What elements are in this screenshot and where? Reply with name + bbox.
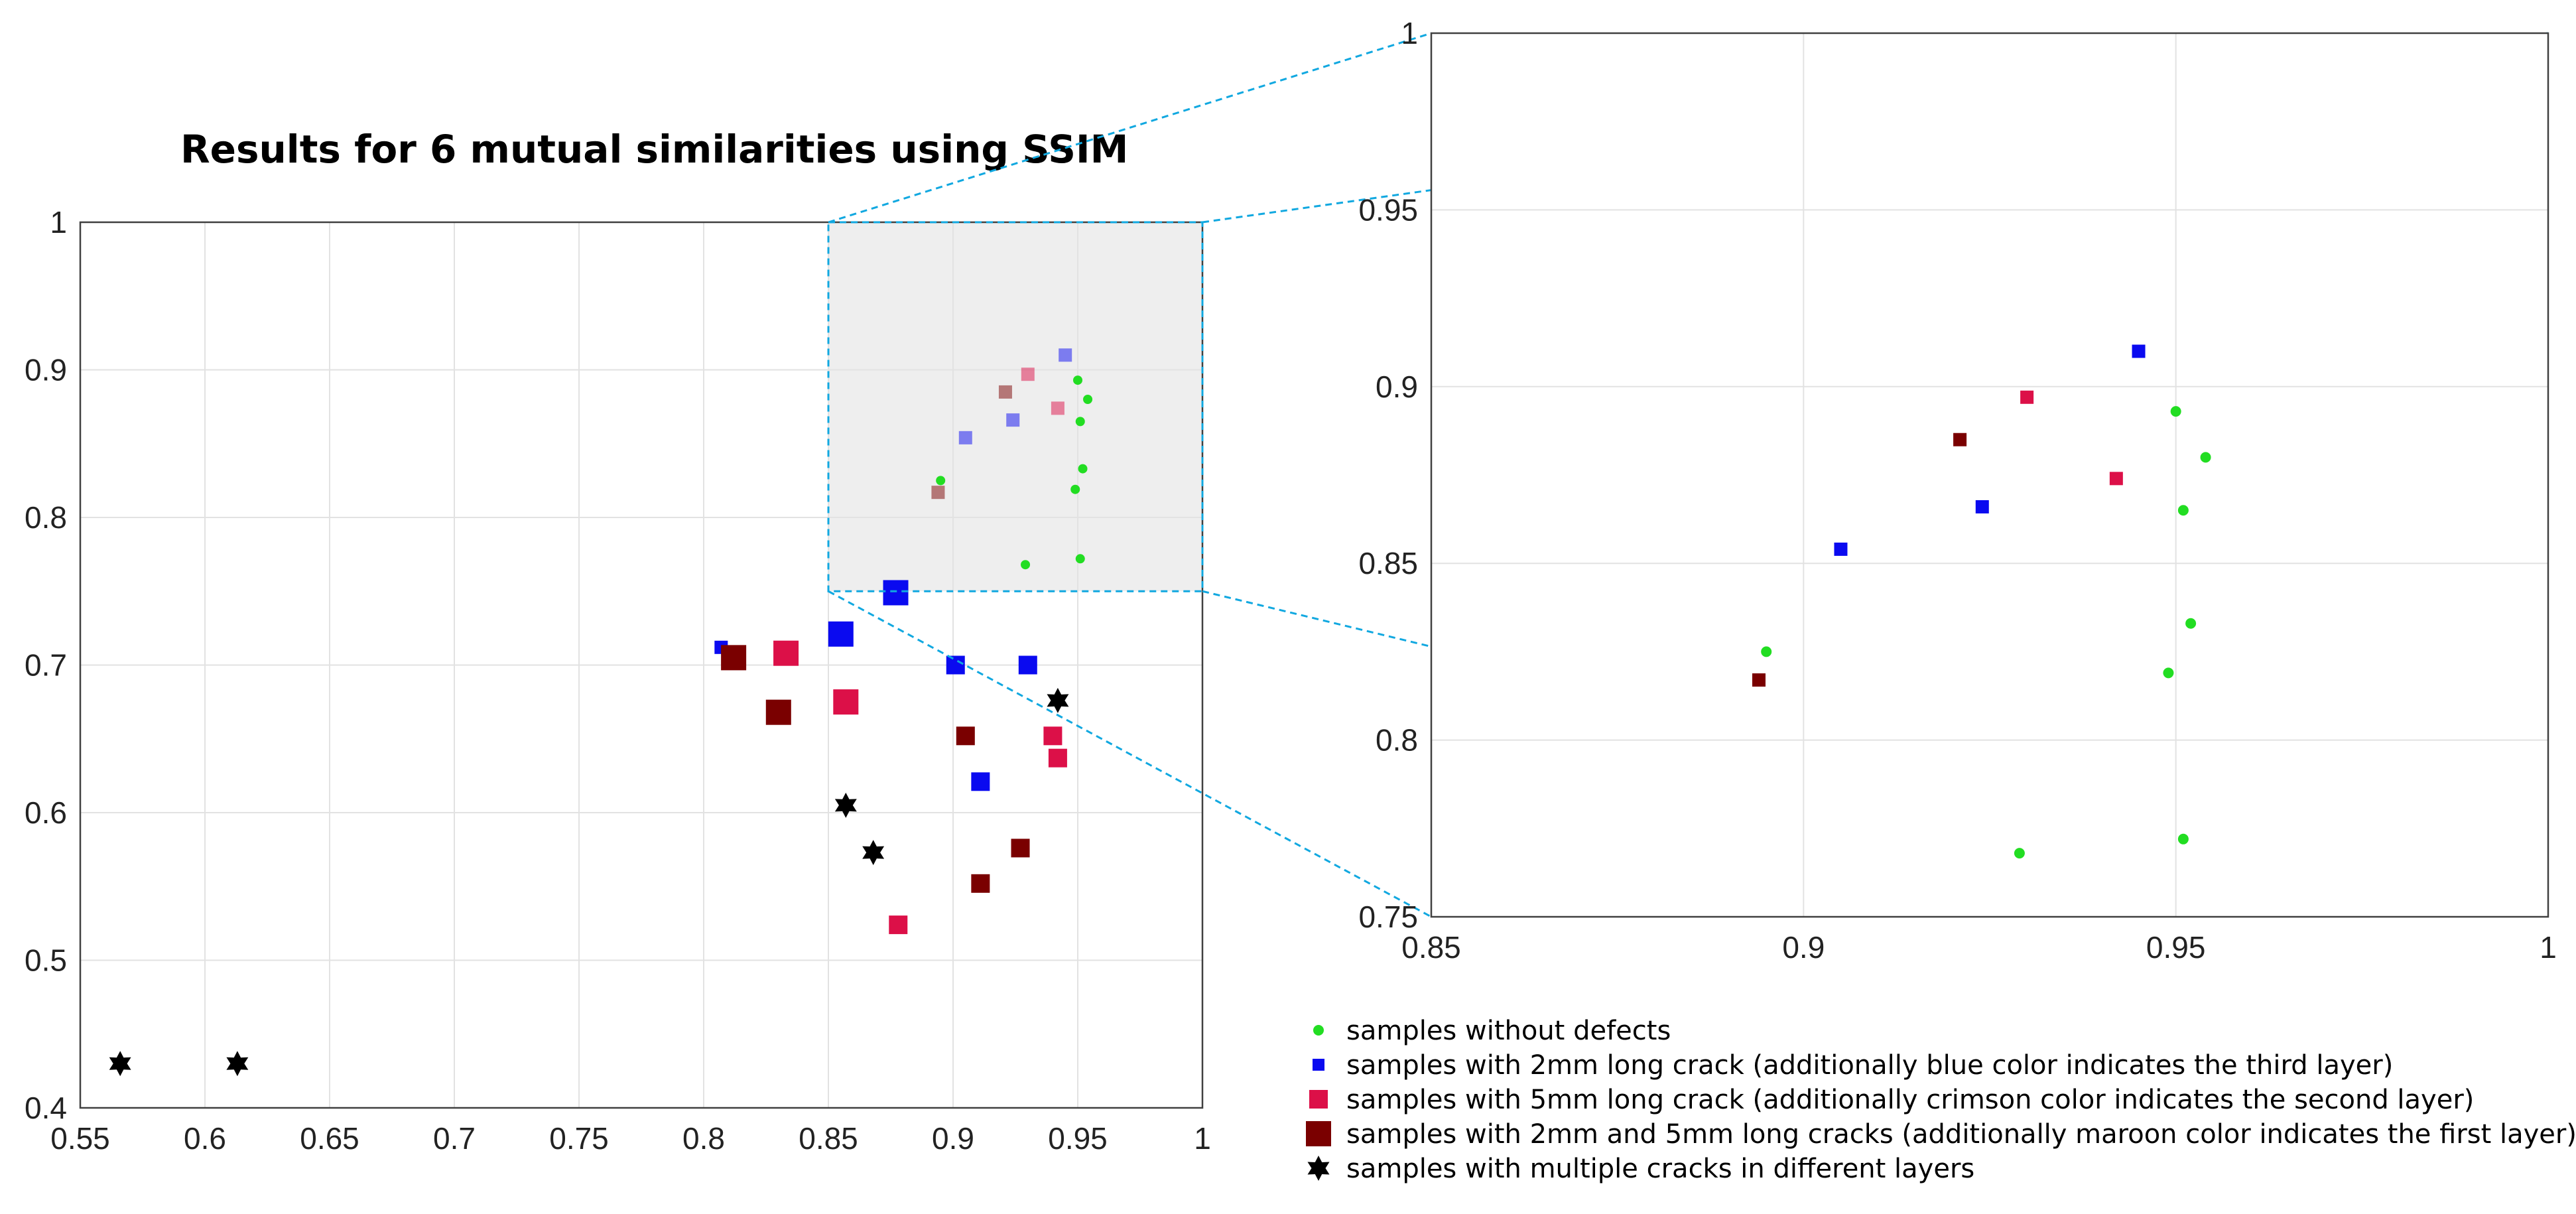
main-data-point-crack_both: [956, 726, 975, 746]
zoom-y-tick-label: 0.8: [1376, 723, 1418, 758]
main-data-point-crack_both: [931, 486, 945, 500]
main-data-point-crack_5mm: [889, 915, 908, 935]
main-y-tick-label: 0.4: [25, 1091, 67, 1125]
legend-marker-multi: [1307, 1156, 1330, 1181]
main-data-point-no_defect: [1021, 560, 1031, 570]
main-data-point-multi: [226, 1051, 249, 1077]
zoom-data-point-no_defect: [2014, 848, 2025, 859]
main-axes-frame: [79, 221, 1204, 1109]
zoom-data-point-no_defect: [2200, 452, 2211, 463]
main-data-point-crack_both: [998, 385, 1012, 399]
zoom-data-point-crack_5mm: [2109, 472, 2123, 486]
main-data-point-multi: [1047, 687, 1069, 713]
main-data-point-crack_5mm: [1051, 401, 1064, 415]
main-data-point-multi: [834, 792, 857, 818]
zoom-data-point-no_defect: [2185, 618, 2197, 629]
main-data-point-no_defect: [1073, 375, 1082, 385]
zoom-connector-line: [828, 590, 1432, 918]
zoom-region-box: [827, 221, 1204, 592]
main-y-tick-label: 1: [50, 205, 67, 239]
legend-label: samples with 2mm long crack (additionall…: [1346, 1050, 2393, 1081]
zoom-data-point-crack_2mm: [1834, 542, 1848, 556]
legend-label: samples without defects: [1346, 1016, 1671, 1046]
main-x-tick-label: 0.75: [549, 1121, 609, 1156]
legend-marker-no_defect: [1313, 1025, 1324, 1036]
main-y-tick-label: 0.6: [25, 795, 67, 830]
main-data-point-crack_5mm: [833, 689, 859, 715]
zoom-data-point-no_defect: [2177, 833, 2189, 844]
main-data-point-no_defect: [1083, 395, 1093, 404]
legend-marker-crack_both: [1306, 1121, 1331, 1146]
main-data-point-no_defect: [1070, 484, 1080, 494]
zoom-data-point-no_defect: [2163, 667, 2174, 679]
main-data-point-crack_5mm: [1021, 368, 1035, 381]
main-x-tick-label: 0.7: [433, 1121, 476, 1156]
main-data-point-crack_5mm: [773, 640, 799, 666]
zoom-x-tick-label: 0.9: [1782, 930, 1825, 965]
main-data-point-crack_2mm: [1018, 655, 1037, 675]
zoom-data-point-no_defect: [2177, 505, 2189, 516]
zoom-plot-area: [1431, 33, 2548, 917]
zoom-axes-frame: [1430, 32, 2549, 918]
legend-label: samples with 2mm and 5mm long cracks (ad…: [1346, 1119, 2576, 1150]
main-data-point-crack_both: [721, 645, 747, 671]
main-x-tick-label: 0.8: [682, 1121, 725, 1156]
zoom-data-point-crack_5mm: [2020, 390, 2034, 404]
zoom-data-point-no_defect: [1761, 646, 1772, 657]
legend: samples without defects samples with 2mm …: [1306, 1016, 2576, 1184]
zoom-connector-line: [828, 32, 1432, 224]
main-x-tick-label: 0.95: [1048, 1121, 1108, 1156]
main-data-point-crack_2mm: [958, 431, 972, 444]
main-data-point-crack_2mm: [828, 621, 854, 647]
main-data-point-no_defect: [1075, 554, 1085, 564]
zoom-x-tick-label: 0.95: [2146, 930, 2206, 965]
main-x-tick-label: 1: [1194, 1121, 1211, 1156]
zoom-data-point-crack_2mm: [2132, 344, 2146, 358]
main-x-tick-label: 0.65: [300, 1121, 359, 1156]
main-data-point-crack_both: [1011, 839, 1030, 858]
main-x-tick-label: 0.55: [50, 1121, 110, 1156]
main-data-point-no_defect: [1075, 417, 1085, 427]
zoom-region-shading: [828, 222, 1202, 592]
zoom-data-point-no_defect: [2170, 406, 2181, 417]
main-x-tick-label: 0.6: [184, 1121, 226, 1156]
zoom-x-tick-label: 0.85: [1401, 930, 1461, 965]
main-data-point-crack_2mm: [946, 655, 965, 675]
zoom-data-point-crack_both: [1752, 673, 1766, 687]
zoom-y-tick-label: 0.85: [1358, 546, 1418, 580]
main-data-point-crack_2mm: [883, 580, 909, 606]
main-y-tick-label: 0.7: [25, 648, 67, 683]
main-data-point-multi: [109, 1051, 131, 1077]
zoom-data-point-crack_2mm: [1975, 500, 1989, 513]
main-y-tick-label: 0.8: [25, 500, 67, 535]
main-y-tick-label: 0.5: [25, 943, 67, 978]
main-data-point-crack_5mm: [1048, 748, 1067, 768]
main-y-tick-label: 0.9: [25, 353, 67, 387]
chart-title: Results for 6 mutual similarities using …: [180, 127, 1128, 172]
zoom-y-tick-label: 1: [1401, 16, 1418, 50]
zoom-x-tick-label: 1: [2540, 930, 2557, 965]
main-scatter-plot: 0.55 0.6 0.65 0.7 0.75 0.8 0.85 0.9 0.95 1 0.4 0.5 0…: [25, 205, 1211, 1156]
zoom-y-tick-label: 0.9: [1376, 370, 1418, 404]
main-x-tick-label: 0.9: [932, 1121, 974, 1156]
zoom-data-point-crack_both: [1953, 433, 1967, 446]
zoom-y-tick-label: 0.75: [1358, 900, 1418, 934]
legend-label: samples with multiple cracks in differen…: [1346, 1154, 1974, 1184]
main-data-point-no_defect: [1078, 464, 1088, 474]
legend-marker-crack_5mm: [1309, 1090, 1328, 1109]
zoom-scatter-plot: 0.85 0.9 0.95 1 0.75 0.8 0.85 0.9 0.95 1: [1358, 16, 2556, 965]
main-data-point-crack_2mm: [1059, 348, 1072, 362]
main-data-point-crack_both: [765, 699, 791, 725]
main-data-point-crack_2mm: [971, 772, 990, 791]
main-data-point-crack_both: [971, 874, 990, 893]
legend-label: samples with 5mm long crack (additionall…: [1346, 1085, 2474, 1115]
zoom-y-tick-label: 0.95: [1358, 192, 1418, 227]
main-data-point-crack_5mm: [1043, 726, 1063, 746]
legend-marker-crack_2mm: [1313, 1059, 1324, 1071]
main-data-point-multi: [862, 840, 885, 866]
main-x-tick-label: 0.85: [799, 1121, 858, 1156]
main-data-point-no_defect: [936, 476, 946, 486]
main-data-point-crack_2mm: [1006, 413, 1020, 427]
